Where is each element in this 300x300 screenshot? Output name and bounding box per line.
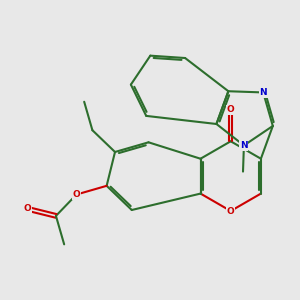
- Text: O: O: [23, 204, 31, 213]
- Text: O: O: [227, 206, 235, 215]
- Text: O: O: [73, 190, 80, 199]
- Text: N: N: [260, 88, 267, 97]
- Text: N: N: [240, 141, 248, 150]
- Text: O: O: [227, 105, 235, 114]
